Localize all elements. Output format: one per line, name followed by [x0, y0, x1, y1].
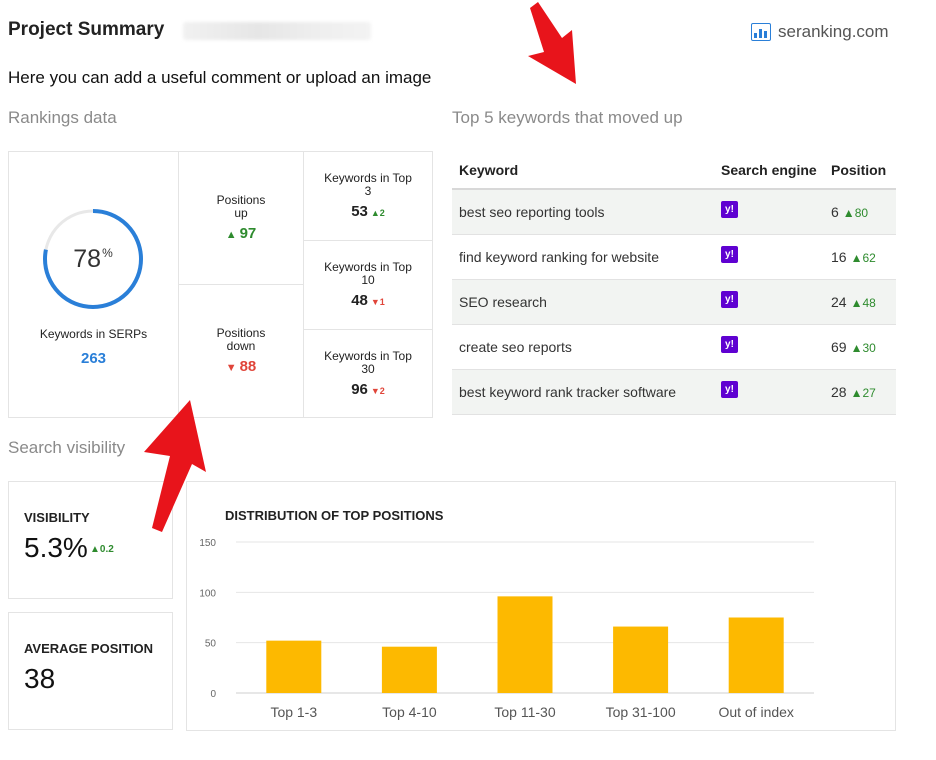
top10-value: 48 ▼1	[351, 292, 385, 309]
position-cell: 6 ▲80	[824, 189, 896, 235]
position-cell: 24 ▲48	[824, 279, 896, 325]
yahoo-icon: y!	[721, 246, 738, 263]
chart-bar[interactable]	[381, 646, 437, 693]
position-cell: 16 ▲62	[824, 234, 896, 280]
top5-section-label: Top 5 keywords that moved up	[452, 108, 683, 127]
visibility-card: VISIBILITY 5.3% ▲0.2	[8, 481, 173, 599]
table-header-row: Keyword Search engine Position	[452, 151, 896, 190]
keyword-cell: create seo reports	[452, 324, 714, 370]
engine-cell: y!	[714, 369, 824, 415]
top3-change: ▲2	[370, 208, 385, 218]
keyword-cell: SEO research	[452, 279, 714, 325]
engine-cell: y!	[714, 324, 824, 370]
yahoo-icon: y!	[721, 291, 738, 308]
positions-down-card: Positions down ▼ 88	[178, 284, 304, 418]
top10-label: Keywords in Top 10	[324, 260, 412, 287]
visibility-value: 5.3%	[24, 532, 88, 563]
visibility-section-label: Search visibility	[8, 438, 126, 457]
top3-value: 53 ▲2	[351, 203, 385, 220]
positions-up-value: ▲ 97	[225, 225, 257, 242]
keywords-in-serps-card: 78% Keywords in SERPs 263	[8, 151, 179, 418]
positions-down-value: ▼ 88	[225, 358, 257, 375]
x-tick-label: Top 1-3	[270, 704, 317, 720]
table-row: best seo reporting tools y! 6 ▲80	[452, 189, 896, 235]
top10-change: ▼1	[370, 297, 385, 307]
table-row: create seo reports y! 69 ▲30	[452, 324, 896, 370]
y-tick-label: 150	[199, 538, 216, 549]
distribution-bar-chart: 0 50 100 150 Top 1-3 Top 4-10 Top 11-30 Top 31-…	[199, 538, 814, 720]
keyword-cell: find keyword ranking for website	[452, 234, 714, 280]
engine-cell: y!	[714, 189, 824, 235]
distribution-chart-card: DISTRIBUTION OF TOP POSITIONS 0 50 100 150 T…	[186, 481, 896, 731]
blurred-project-name	[183, 22, 371, 40]
red-arrow-annotation	[144, 400, 206, 532]
top30-card: Keywords in Top 30 96 ▼2	[303, 329, 433, 418]
positions-up-card: Positions up ▲ 97	[178, 151, 304, 285]
col-search-engine[interactable]: Search engine	[714, 151, 824, 190]
table-row: find keyword ranking for website y! 16 ▲62	[452, 234, 896, 280]
position-change: ▲62	[850, 250, 876, 265]
yahoo-icon: y!	[721, 336, 738, 353]
x-tick-label: Top 4-10	[382, 704, 437, 720]
top5-keywords-table: Keyword Search engine Position best seo …	[452, 151, 896, 415]
chart-bar[interactable]	[613, 626, 669, 693]
top30-value: 96 ▼2	[351, 380, 385, 398]
average-position-title: AVERAGE POSITION	[24, 641, 154, 656]
col-keyword[interactable]: Keyword	[452, 151, 714, 190]
x-tick-label: Out of index	[718, 704, 794, 720]
red-arrow-annotation	[528, 2, 576, 84]
serps-progress-ring	[43, 209, 143, 309]
serps-value: 263	[80, 350, 107, 367]
serps-percent: 78%	[73, 244, 113, 273]
keyword-cell: best seo reporting tools	[452, 189, 714, 235]
x-tick-label: Top 31-100	[606, 704, 676, 720]
page-title: Project Summary	[8, 19, 165, 40]
top10-card: Keywords in Top 10 48 ▼1	[303, 240, 433, 330]
chart-bar[interactable]	[266, 640, 322, 693]
rankings-section-label: Rankings data	[8, 108, 117, 127]
table-row: SEO research y! 24 ▲48	[452, 279, 896, 325]
brand: seranking.com	[751, 22, 889, 42]
y-tick-label: 50	[205, 639, 217, 650]
comment-text[interactable]: Here you can add a useful comment or upl…	[8, 68, 432, 87]
visibility-change: ▲0.2	[90, 544, 114, 555]
brand-name: seranking.com	[778, 22, 889, 41]
positions-up-label: Positions up	[216, 193, 266, 220]
y-tick-label: 0	[210, 689, 216, 700]
yahoo-icon: y!	[721, 201, 738, 219]
positions-down-label: Positions down	[216, 326, 266, 353]
position-change: ▲30	[850, 340, 876, 355]
table-row: best keyword rank tracker software y! 28 ▲2…	[452, 369, 896, 415]
position-cell: 28 ▲27	[824, 369, 896, 415]
triangle-down-icon: ▼	[225, 362, 237, 374]
top30-label: Keywords in Top 30	[324, 348, 412, 376]
average-position-value: 38	[24, 663, 56, 694]
yahoo-icon: y!	[721, 381, 738, 398]
top3-label: Keywords in Top 3	[324, 171, 412, 198]
keyword-cell: best keyword rank tracker software	[452, 369, 714, 415]
chart-bar[interactable]	[728, 617, 784, 694]
top30-change: ▼2	[370, 385, 385, 396]
engine-cell: y!	[714, 279, 824, 325]
col-position[interactable]: Position	[824, 151, 896, 190]
position-change: ▲48	[850, 295, 876, 310]
position-cell: 69 ▲30	[824, 324, 896, 370]
bar-chart-logo-icon	[751, 23, 771, 41]
average-position-card: AVERAGE POSITION 38	[8, 612, 173, 730]
triangle-up-icon: ▲	[225, 229, 237, 241]
chart-bar[interactable]	[497, 596, 553, 693]
serps-label: Keywords in SERPs	[39, 327, 148, 341]
y-tick-label: 100	[199, 588, 216, 599]
engine-cell: y!	[714, 234, 824, 280]
x-tick-label: Top 11-30	[494, 704, 555, 720]
position-change: ▲27	[850, 385, 876, 400]
chart-title: DISTRIBUTION OF TOP POSITIONS	[225, 508, 444, 523]
visibility-title: VISIBILITY	[24, 510, 90, 525]
position-change: ▲80	[842, 205, 869, 220]
top3-card: Keywords in Top 3 53 ▲2	[303, 151, 433, 241]
